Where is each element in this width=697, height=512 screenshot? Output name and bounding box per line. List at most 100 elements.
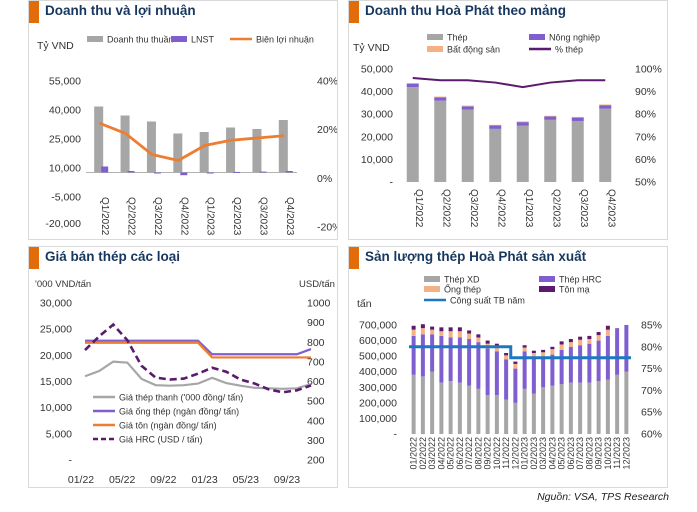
- bar-agriculture: [571, 117, 584, 121]
- bar-thep-hrc: [522, 351, 527, 389]
- x-tick-label: 02/2023: [529, 437, 539, 470]
- bar-thep-xd: [420, 376, 425, 434]
- bar-agriculture: [599, 105, 612, 109]
- bar-thep-hrc: [550, 354, 555, 386]
- x-tick-label: 01/23: [191, 474, 217, 486]
- bar-thep-xd: [550, 385, 555, 434]
- x-tick-label: Q4/2023: [605, 189, 616, 228]
- bar-thep-hrc: [578, 345, 583, 383]
- legend-swatch: [424, 276, 440, 282]
- line-capacity: [409, 345, 631, 360]
- legend-swatch: [427, 46, 443, 52]
- bar-ton-ma: [494, 343, 499, 347]
- bar-ton-ma: [467, 330, 472, 334]
- legend-label: Giá ống thép (ngàn đồng/ tấn): [119, 407, 239, 417]
- bar-steel: [571, 120, 584, 182]
- x-tick-label: 09/2022: [483, 437, 493, 470]
- y-tick-label: 30,000: [40, 298, 72, 310]
- x-tick-label: Q1/2023: [205, 197, 216, 236]
- y-tick-label: -20,000: [45, 218, 81, 230]
- bar-ton-ma: [522, 345, 527, 348]
- y2-tick-label: 85%: [641, 320, 662, 332]
- x-tick-label: Q4/2022: [495, 189, 506, 228]
- y2-tick-label: 60%: [635, 154, 656, 166]
- x-tick-label: Q3/2023: [257, 197, 268, 236]
- bar-ong-thep: [522, 347, 527, 352]
- bar-ton-ma: [578, 336, 583, 340]
- bar-steel: [599, 108, 612, 182]
- x-tick-label: 12/2023: [621, 437, 631, 470]
- line-series-0: [84, 360, 312, 390]
- legend-label: LNST: [191, 35, 215, 45]
- line-steel-share: [412, 77, 606, 89]
- x-tick-label: Q1/2023: [523, 189, 534, 228]
- bar-thep-xd: [494, 395, 499, 434]
- bar-thep-xd: [467, 385, 472, 434]
- bar-ong-thep: [448, 331, 453, 338]
- x-tick-label: 07/2023: [575, 437, 585, 470]
- bar-steel: [434, 100, 447, 182]
- y2-tick-label: 300: [307, 435, 325, 447]
- bar-thep-hrc: [411, 335, 416, 375]
- bar-thep-hrc: [494, 351, 499, 396]
- x-tick-label: 09/22: [150, 474, 176, 486]
- x-tick-label: 08/2022: [473, 437, 483, 470]
- bar-agriculture: [544, 116, 557, 120]
- x-tick-label: 12/2022: [510, 437, 520, 470]
- bar-revenue: [173, 133, 183, 173]
- bar-thep-hrc: [467, 339, 472, 386]
- x-tick-label: Q4/2022: [178, 197, 189, 236]
- x-tick-label: 06/2023: [566, 437, 576, 470]
- chart-title: Sản lượng thép Hoà Phát sản xuất: [365, 249, 587, 264]
- legend-label: Bất động sản: [447, 45, 500, 55]
- bar-revenue: [278, 120, 288, 173]
- bar-ong-thep: [420, 328, 425, 335]
- y-tick-label: -5,000: [51, 192, 81, 204]
- legend-swatch: [427, 34, 443, 40]
- bar-real-estate: [434, 96, 447, 98]
- y-tick-label: -: [394, 429, 398, 441]
- bar-steel: [516, 125, 529, 182]
- bar-thep-xd: [485, 395, 490, 434]
- title-accent: [349, 1, 359, 23]
- y2-tick-label: 60%: [641, 429, 662, 441]
- y2-tick-label: 200: [307, 455, 325, 467]
- x-tick-label: 09/23: [274, 474, 300, 486]
- bar-real-estate: [489, 124, 502, 126]
- y-tick-label: 50,000: [361, 64, 393, 76]
- x-tick-label: 05/2022: [446, 437, 456, 470]
- bar-ong-thep: [531, 353, 536, 358]
- y2-tick-label: 80%: [635, 109, 656, 121]
- bar-thep-xd: [448, 381, 453, 434]
- bar-thep-xd: [513, 402, 518, 434]
- bar-thep-xd: [615, 374, 620, 434]
- x-tick-label: 01/2023: [520, 437, 530, 470]
- x-tick-label: 08/2023: [584, 437, 594, 470]
- y-tick-label: 300,000: [359, 382, 397, 394]
- legend-swatch: [87, 36, 103, 42]
- legend-swatch: [424, 286, 440, 292]
- bar-ton-ma: [531, 350, 536, 354]
- chart-revenue-segment: Tỷ VND 50,000 40,000 30,000 20,000 10,000 - 100…: [353, 33, 662, 228]
- legend-label: Công suất TB năm: [450, 296, 525, 306]
- source-note: Nguồn: VSA, TPS Research: [537, 491, 669, 503]
- bar-ong-thep: [467, 333, 472, 340]
- bar-thep-xd: [430, 371, 435, 434]
- x-tick-label: Q2/2023: [231, 197, 242, 236]
- bar-ong-thep: [605, 329, 610, 336]
- legend-swatch: [529, 34, 545, 40]
- bar-ton-ma: [448, 327, 453, 332]
- chart-steel-output: tấn 700,000 600,000 500,000 400,000 300,000 20…: [357, 275, 662, 470]
- bar-thep-xd: [578, 382, 583, 434]
- legend-label: Giá tôn (ngàn đồng/ tấn): [119, 421, 217, 431]
- y2-tick-label: 50%: [635, 177, 656, 189]
- bar-agriculture: [406, 83, 419, 88]
- legend-label: Ống thép: [444, 284, 481, 295]
- y2-tick-label: 400: [307, 415, 325, 427]
- bar-profit: [206, 172, 214, 174]
- bar-agriculture: [489, 125, 502, 129]
- x-tick-label: Q1/2022: [99, 197, 110, 236]
- bar-ong-thep: [494, 346, 499, 352]
- y2-tick-label: 600: [307, 376, 325, 388]
- x-tick-label: Q4/2023: [284, 197, 295, 236]
